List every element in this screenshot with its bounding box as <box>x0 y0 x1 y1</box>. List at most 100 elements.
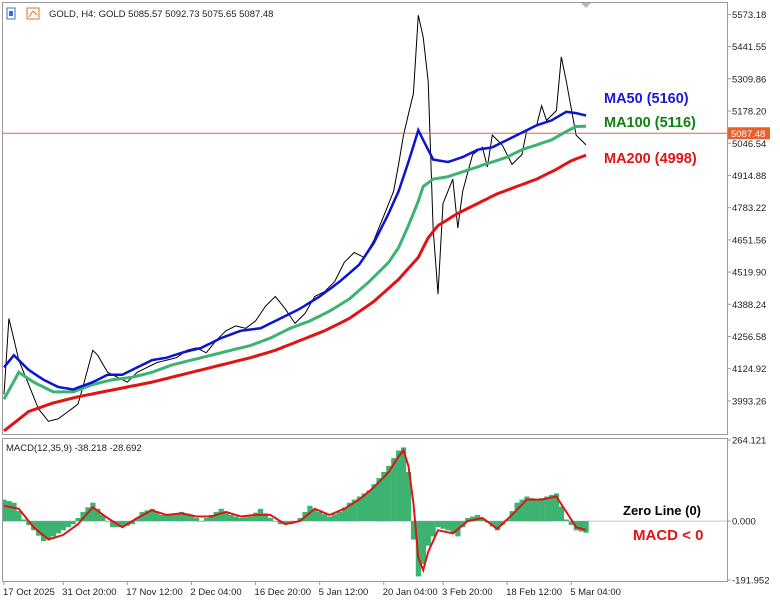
macd-histogram-bar <box>435 521 441 528</box>
time-axis-label: 20 Jan 04:00 <box>383 587 438 598</box>
macd-histogram-bar <box>406 472 412 522</box>
macd-histogram-bar <box>45 521 52 539</box>
macd-histogram-bar <box>233 516 239 522</box>
macd-histogram-bar <box>480 518 486 522</box>
macd-histogram-bar <box>75 518 81 522</box>
time-axis-label: 18 Feb 12:00 <box>506 587 562 598</box>
scroll-marker-icon[interactable] <box>581 3 591 8</box>
ma100-label: MA100 (5116) <box>604 115 696 131</box>
time-axis-label: 3 Feb 20:00 <box>442 587 493 598</box>
price-axis-ticks <box>3 13 731 585</box>
macd-histogram-bar <box>366 490 372 522</box>
macd-histogram-bar <box>179 511 185 522</box>
macd-histogram-bar <box>208 514 214 521</box>
macd-histogram-bar <box>361 493 367 521</box>
price-axis-label: 4519.90 <box>732 268 766 279</box>
macd-histogram-bar <box>341 507 348 522</box>
macd-histogram-bar <box>558 506 565 522</box>
macd-signal-line <box>3 448 587 574</box>
macd-histogram-bar <box>563 519 569 521</box>
macd-histogram-bar <box>243 517 249 521</box>
macd-histogram-bar <box>386 465 392 522</box>
time-axis-label: 2 Dec 04:00 <box>190 587 241 598</box>
macd-histogram-bar <box>60 521 66 531</box>
macd-histogram-bar <box>85 507 91 522</box>
macd-histogram-bar <box>322 514 328 522</box>
macd-histogram-bar <box>119 521 126 528</box>
macd-histogram-bar <box>568 521 574 525</box>
time-axis-label: 31 Oct 20:00 <box>62 587 116 598</box>
ma200-line <box>3 153 587 433</box>
time-axis-label: 16 Dec 20:00 <box>255 587 312 598</box>
macd-histogram-bar <box>475 514 481 521</box>
macd-histogram-bar <box>396 450 402 522</box>
macd-histogram-bar <box>272 521 278 522</box>
macd-histogram-bar <box>489 521 495 527</box>
macd-histogram-bar <box>36 521 42 536</box>
macd-histogram-bar <box>11 502 17 522</box>
price-axis-label: 5046.54 <box>732 139 766 150</box>
macd-histogram-bar <box>539 498 545 522</box>
macd-histogram-bar <box>100 514 106 521</box>
macd-histogram-bar <box>465 518 471 522</box>
macd-histogram-bar <box>578 521 584 532</box>
macd-histogram-bar <box>21 519 27 521</box>
macd-histogram-bar <box>524 496 530 522</box>
price-series <box>3 15 587 422</box>
price-axis-label: 4124.92 <box>732 364 766 375</box>
macd-axis-label: -191.952 <box>732 576 770 587</box>
macd-histogram-bar <box>184 513 190 522</box>
macd-histogram-bar <box>332 514 338 522</box>
macd-histogram-bar <box>253 512 259 521</box>
current-price-tag <box>728 127 770 140</box>
indicators-icon[interactable] <box>26 7 40 20</box>
macd-histogram-bar <box>65 521 71 528</box>
macd-histogram-bar <box>110 521 116 528</box>
price-axis-label: 4914.88 <box>732 171 766 182</box>
macd-histogram-bar <box>50 521 57 537</box>
symbol-info-text: GOLD, H4: GOLD 5085.57 5092.73 5075.65 5… <box>49 9 273 20</box>
macd-histogram-bar <box>218 508 224 522</box>
macd-histogram-bar <box>470 516 476 522</box>
price-axis-label: 5573.18 <box>732 10 766 21</box>
macd-histogram-bar <box>391 458 397 521</box>
macd-histogram-bar <box>356 496 362 522</box>
macd-histogram-bar <box>519 499 525 522</box>
macd-histogram-bar <box>26 521 32 525</box>
macd-histogram-bar <box>238 518 244 522</box>
macd-histogram-bar <box>193 518 200 522</box>
macd-histogram-bar <box>95 508 101 522</box>
macd-histogram-bar <box>445 521 451 531</box>
macd-histogram-bar <box>164 514 170 521</box>
macd-histogram-bar <box>351 499 357 522</box>
macd-histogram-bar <box>70 521 76 525</box>
macd-histogram-bar <box>41 521 47 542</box>
price-axis-label: 5441.55 <box>732 42 766 53</box>
macd-title: MACD(12,35,9) -38.218 -28.692 <box>6 443 142 454</box>
macd-histogram-bar <box>3 499 7 522</box>
zero-line-annotation: Zero Line (0) <box>623 503 701 518</box>
price-axis-label: 4783.22 <box>732 203 766 214</box>
macd-histogram-bar <box>213 511 219 522</box>
macd-histogram-bar <box>277 521 283 525</box>
price-axis-label: 3993.26 <box>732 396 766 407</box>
price-axis-label: 4651.56 <box>732 235 766 246</box>
axis-labels-group: 5573.18 5441.55 5309.86 5178.20 5046.54 4914.… <box>3 10 770 598</box>
macd-histogram-bar <box>509 511 515 522</box>
macd-histogram-bar <box>346 502 352 522</box>
macd-histogram-bar <box>129 521 135 525</box>
macd-histogram-bar <box>336 511 343 522</box>
current-price-label: 5087.48 <box>731 129 765 140</box>
macd-histogram-bar <box>105 521 111 522</box>
price-panel-frame <box>2 2 728 435</box>
macd-histogram-bar <box>6 501 12 522</box>
macd-histogram-bar <box>267 518 274 522</box>
time-axis-label: 17 Nov 12:00 <box>126 587 183 598</box>
macd-histogram-bar <box>381 472 387 522</box>
macd-histogram-bar <box>317 511 323 522</box>
macd-histogram-bar <box>189 514 195 521</box>
macd-histogram-bar <box>534 499 540 522</box>
macd-histogram-bar <box>262 513 269 522</box>
macd-histogram-bar <box>223 511 229 522</box>
chart-type-icon[interactable] <box>6 7 16 20</box>
